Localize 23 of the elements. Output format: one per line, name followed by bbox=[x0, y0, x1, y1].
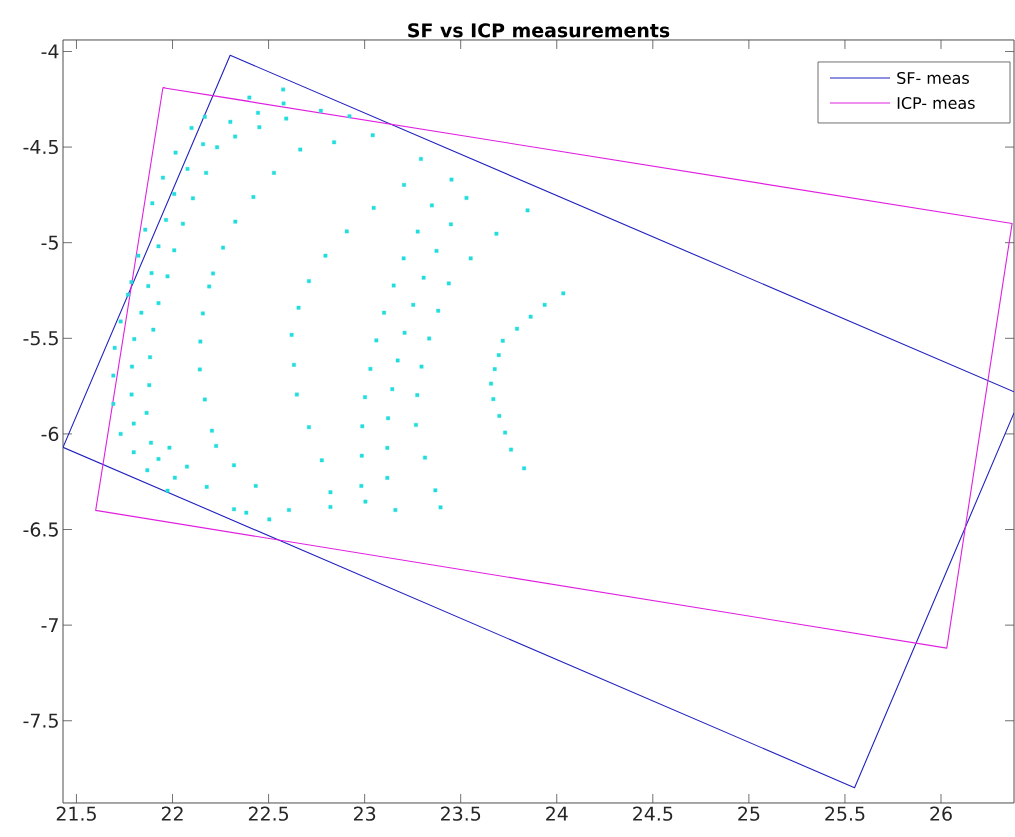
y-tick-label: -5 bbox=[41, 235, 58, 250]
y-tick-label: -4.5 bbox=[23, 140, 58, 155]
line-series bbox=[63, 54, 1015, 789]
x-tick-label: 21.5 bbox=[56, 806, 96, 821]
legend-label: SF- meas bbox=[897, 71, 969, 84]
x-tick-label: 22 bbox=[161, 806, 183, 821]
legend-label: ICP- meas bbox=[897, 96, 975, 109]
x-tick-label: 23 bbox=[353, 806, 376, 821]
x-tick-label: 22.5 bbox=[248, 806, 288, 821]
line-series bbox=[95, 87, 1013, 649]
x-tick-label: 25.5 bbox=[825, 806, 865, 821]
x-tick-label: 24.5 bbox=[633, 806, 673, 821]
x-tick-label: 25 bbox=[738, 806, 760, 821]
x-tick-label: 24 bbox=[546, 806, 568, 821]
y-tick-label: -7 bbox=[41, 618, 58, 633]
y-tick-label: -5.5 bbox=[23, 331, 58, 346]
y-tick-label: -4 bbox=[41, 44, 59, 59]
x-tick-label: 26 bbox=[930, 806, 952, 821]
chart-title: SF vs ICP measurements bbox=[408, 23, 670, 38]
y-tick-label: -6.5 bbox=[23, 522, 58, 537]
y-tick-label: -7.5 bbox=[23, 713, 58, 728]
y-tick-label: -6 bbox=[41, 426, 59, 442]
x-tick-label: 23.5 bbox=[441, 806, 481, 821]
